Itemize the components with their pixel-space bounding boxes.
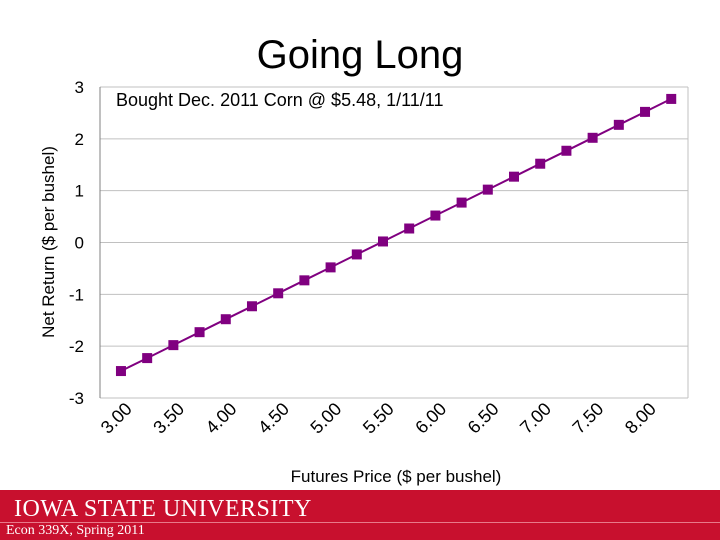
data-point (246, 301, 257, 312)
data-point (482, 184, 493, 195)
x-tick-label: 7.50 (569, 399, 608, 438)
data-point (299, 275, 310, 286)
chart: Going Long Bought Dec. 2011 Corn @ $5.48… (39, 33, 689, 486)
data-point (561, 145, 572, 156)
data-point (194, 327, 205, 338)
data-point (535, 158, 546, 169)
data-point (456, 197, 467, 208)
y-tick-label: -1 (69, 285, 84, 304)
y-tick-label: -2 (69, 337, 84, 356)
x-tick-label: 4.00 (202, 399, 241, 438)
y-tick-label: 2 (75, 130, 84, 149)
chart-title: Going Long (257, 33, 464, 77)
x-tick-labels: 3.00 3.50 4.00 4.50 5.00 5.50 6.00 6.50 7.00 7.50… (97, 399, 660, 438)
series-line-0 (120, 98, 672, 372)
x-tick-label: 3.00 (97, 399, 136, 438)
grid (100, 86, 688, 399)
axes (99, 87, 689, 398)
data-point (220, 314, 231, 325)
data-point (404, 223, 415, 234)
x-tick-label: 8.00 (621, 399, 660, 438)
footer-divider (0, 522, 720, 523)
course-note: Econ 339X, Spring 2011 (6, 523, 145, 538)
university-name: IOWA STATE UNIVERSITY (14, 496, 312, 522)
x-tick-label: 7.00 (516, 399, 555, 438)
data-point (325, 262, 336, 273)
footer-bar: IOWA STATE UNIVERSITY Econ 339X, Spring … (0, 490, 720, 540)
data-point (273, 288, 284, 299)
data-point (351, 249, 362, 260)
data-point (587, 132, 598, 143)
data-point (430, 210, 441, 221)
data-point (640, 106, 651, 117)
x-tick-label: 4.50 (254, 399, 293, 438)
x-tick-label: 6.50 (464, 399, 503, 438)
series (115, 93, 677, 377)
y-axis-label: Net Return ($ per bushel) (39, 146, 58, 338)
data-point (168, 340, 179, 351)
y-tick-label: -3 (69, 389, 84, 408)
data-point (509, 171, 520, 182)
y-tick-label: 3 (75, 78, 84, 97)
data-point (142, 353, 153, 364)
x-tick-label: 5.00 (306, 399, 345, 438)
data-point (613, 119, 624, 130)
x-tick-label: 3.50 (149, 399, 188, 438)
data-point (377, 236, 388, 247)
x-axis-label: Futures Price ($ per bushel) (291, 467, 502, 486)
x-tick-label: 5.50 (359, 399, 398, 438)
y-tick-labels: 3 2 1 0 -1 -2 -3 (69, 78, 84, 408)
data-point (115, 366, 126, 377)
y-tick-label: 0 (75, 234, 84, 253)
data-point (666, 93, 677, 104)
chart-subtitle: Bought Dec. 2011 Corn @ $5.48, 1/11/11 (116, 90, 444, 110)
y-tick-label: 1 (75, 182, 84, 201)
x-tick-label: 6.00 (411, 399, 450, 438)
